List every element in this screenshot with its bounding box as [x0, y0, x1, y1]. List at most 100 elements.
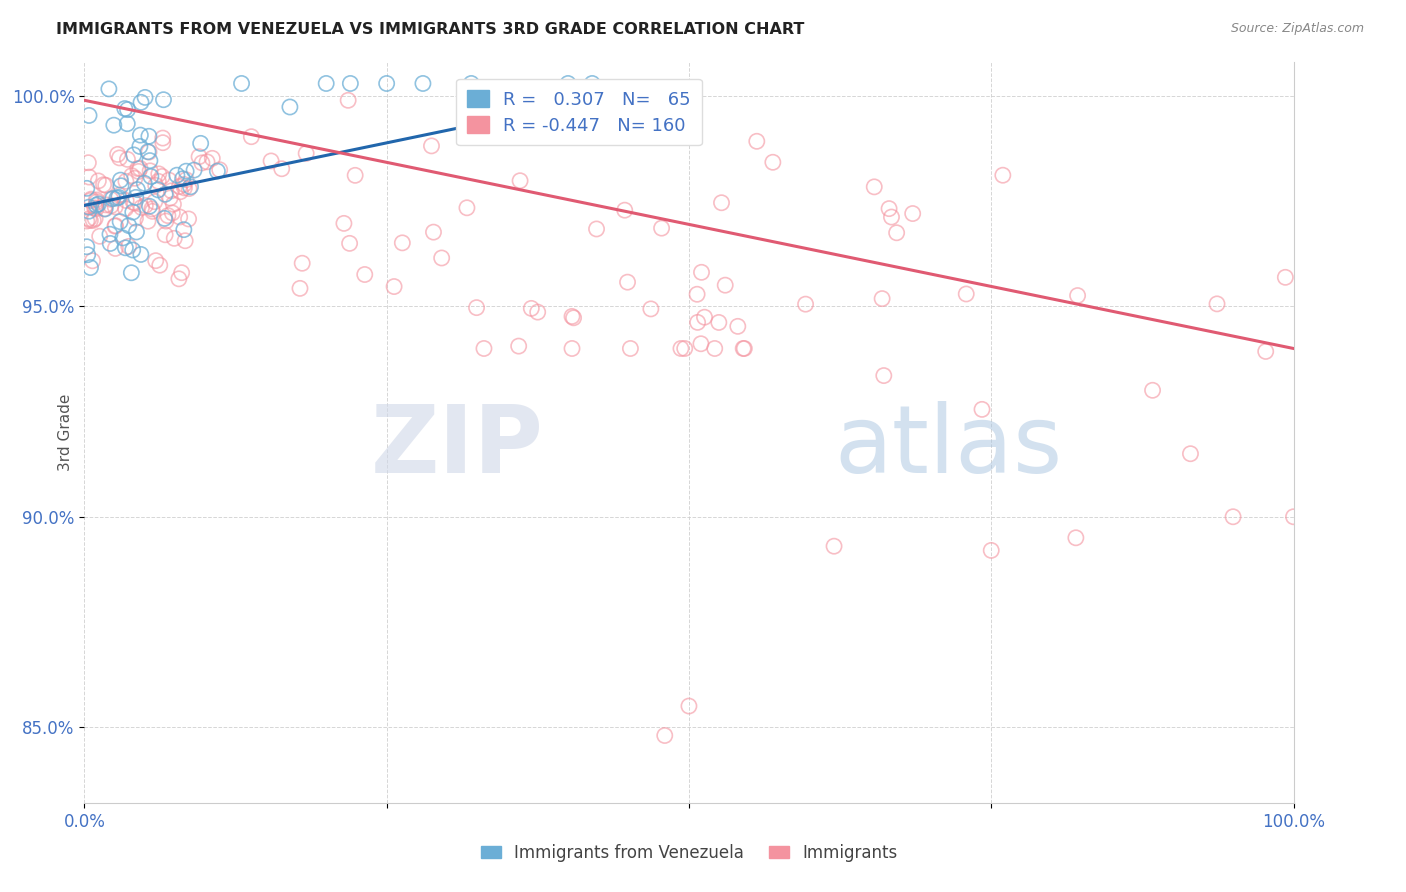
- Point: [733, 342, 755, 356]
- Point: [159, 191, 181, 205]
- Point: [76, 248, 98, 262]
- Point: [678, 699, 700, 714]
- Point: [138, 199, 160, 213]
- Point: [270, 161, 292, 176]
- Point: [991, 168, 1014, 182]
- Text: atlas: atlas: [834, 401, 1063, 493]
- Point: [153, 187, 176, 202]
- Point: [526, 305, 548, 319]
- Point: [173, 222, 195, 236]
- Point: [127, 161, 149, 176]
- Point: [794, 297, 817, 311]
- Point: [278, 100, 301, 114]
- Point: [129, 139, 152, 153]
- Point: [79, 260, 101, 275]
- Point: [100, 192, 122, 206]
- Point: [201, 152, 224, 166]
- Point: [145, 178, 167, 193]
- Point: [104, 200, 127, 214]
- Point: [125, 225, 148, 239]
- Point: [980, 543, 1002, 558]
- Point: [183, 163, 205, 178]
- Point: [613, 203, 636, 218]
- Point: [86, 198, 108, 212]
- Point: [727, 319, 749, 334]
- Point: [152, 93, 174, 107]
- Point: [152, 136, 174, 150]
- Point: [169, 185, 191, 199]
- Point: [101, 192, 124, 206]
- Point: [121, 243, 143, 257]
- Point: [114, 241, 136, 255]
- Point: [129, 95, 152, 110]
- Point: [1282, 509, 1305, 524]
- Point: [710, 195, 733, 210]
- Point: [561, 310, 583, 324]
- Point: [460, 77, 482, 91]
- Point: [138, 145, 160, 160]
- Point: [139, 164, 162, 178]
- Point: [673, 342, 696, 356]
- Point: [118, 239, 141, 253]
- Point: [173, 181, 195, 195]
- Point: [104, 219, 127, 233]
- Point: [190, 136, 212, 151]
- Point: [79, 194, 101, 208]
- Point: [79, 213, 101, 227]
- Point: [561, 342, 583, 356]
- Point: [955, 287, 977, 301]
- Point: [129, 128, 152, 142]
- Point: [823, 539, 845, 553]
- Point: [174, 234, 197, 248]
- Point: [136, 214, 159, 228]
- Point: [77, 108, 100, 122]
- Point: [124, 171, 146, 186]
- Point: [134, 90, 156, 104]
- Point: [107, 147, 129, 161]
- Point: [562, 310, 585, 325]
- Point: [520, 301, 543, 316]
- Point: [136, 145, 159, 159]
- Point: [207, 164, 229, 178]
- Point: [557, 77, 579, 91]
- Point: [1064, 531, 1087, 545]
- Point: [84, 202, 107, 216]
- Point: [703, 342, 725, 356]
- Point: [108, 188, 131, 202]
- Point: [104, 219, 127, 234]
- Point: [80, 192, 103, 206]
- Point: [690, 336, 713, 351]
- Point: [1274, 270, 1296, 285]
- Point: [82, 253, 104, 268]
- Point: [288, 281, 311, 295]
- Point: [870, 292, 893, 306]
- Point: [169, 210, 191, 224]
- Point: [195, 154, 218, 169]
- Point: [231, 77, 253, 91]
- Point: [87, 174, 110, 188]
- Point: [134, 198, 156, 212]
- Point: [585, 222, 607, 236]
- Point: [108, 151, 131, 165]
- Point: [619, 342, 641, 356]
- Point: [169, 179, 191, 194]
- Point: [616, 275, 638, 289]
- Point: [139, 153, 162, 168]
- Point: [456, 201, 478, 215]
- Point: [1222, 509, 1244, 524]
- Text: IMMIGRANTS FROM VENEZUELA VS IMMIGRANTS 3RD GRADE CORRELATION CHART: IMMIGRANTS FROM VENEZUELA VS IMMIGRANTS …: [56, 22, 804, 37]
- Point: [115, 194, 138, 208]
- Point: [686, 287, 709, 301]
- Point: [149, 258, 172, 272]
- Point: [97, 82, 120, 96]
- Point: [651, 221, 673, 235]
- Point: [141, 204, 163, 219]
- Point: [733, 342, 755, 356]
- Point: [693, 310, 716, 325]
- Point: [131, 201, 153, 215]
- Point: [375, 77, 398, 91]
- Point: [77, 170, 100, 185]
- Point: [167, 272, 190, 286]
- Point: [115, 174, 138, 188]
- Point: [94, 178, 117, 193]
